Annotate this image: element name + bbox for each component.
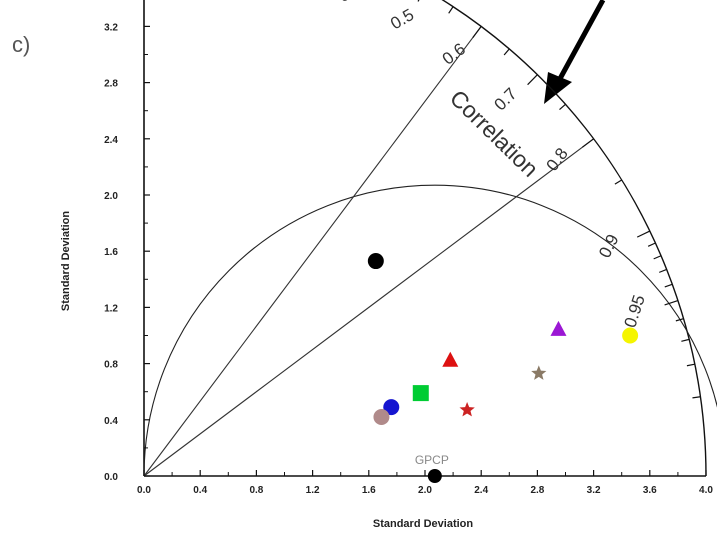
correlation-line	[143, 26, 482, 477]
x-tick-label: 1.6	[362, 485, 376, 496]
x-tick-label: 2.4	[474, 485, 488, 496]
x-tick-label: 3.2	[587, 485, 601, 496]
data-point-circle	[367, 253, 384, 270]
y-tick-label: 2.0	[104, 191, 118, 202]
y-tick-label: 1.2	[104, 303, 118, 314]
data-point-triangle	[550, 320, 567, 336]
y-tick-label: 0.4	[104, 416, 118, 427]
correlation-tick	[559, 103, 566, 111]
correlation-tick	[527, 74, 538, 86]
correlation-tick	[664, 299, 679, 306]
correlation-tick	[582, 138, 594, 148]
data-point-circle	[622, 327, 639, 344]
correlation-label: 0.5	[387, 5, 417, 33]
arrow-shaft	[553, 0, 606, 88]
data-point-square	[412, 385, 429, 402]
data-points	[367, 253, 639, 483]
x-tick-label: 0.0	[137, 485, 151, 496]
x-axis-title: Standard Deviation	[373, 518, 474, 530]
correlation-tick	[503, 48, 510, 56]
data-point-triangle	[442, 351, 459, 367]
y-tick-label: 0.8	[104, 360, 118, 371]
correlation-tick	[653, 255, 662, 260]
y-tick-label: 2.4	[104, 135, 118, 146]
correlation-tick	[614, 179, 623, 185]
y-tick-label: 1.6	[104, 247, 118, 258]
correlation-label: 0.4	[336, 0, 365, 6]
x-tick-label: 0.8	[249, 485, 263, 496]
data-point-star	[531, 365, 547, 380]
correlation-tick	[658, 268, 667, 273]
annotation-arrow	[544, 0, 606, 104]
correlation-tick	[647, 242, 656, 247]
y-tick-label: 2.8	[104, 79, 118, 90]
reference-point	[427, 469, 442, 483]
correlation-label: 0.7	[490, 84, 520, 114]
panel-label: c)	[12, 32, 30, 57]
x-tick-label: 0.4	[193, 485, 207, 496]
y-axis-title: Standard Deviation	[60, 211, 72, 312]
y-tick-label: 3.2	[104, 22, 118, 33]
correlation-tick	[472, 26, 482, 38]
correlation-tick	[692, 396, 701, 399]
arrow-head	[544, 72, 572, 104]
correlation-tick	[681, 338, 690, 342]
correlation-tick	[636, 230, 651, 238]
x-tick-label: 4.0	[699, 485, 713, 496]
reference-arc	[143, 184, 717, 477]
x-tick-label: 1.2	[306, 485, 320, 496]
correlation-tick	[664, 283, 673, 288]
axis-ticks	[143, 0, 707, 477]
correlation-tick	[686, 363, 695, 367]
outer-arc	[441, 0, 707, 477]
correlation-label: 0.8	[543, 144, 572, 174]
correlation-tick	[675, 318, 684, 322]
y-tick-label: 0.0	[104, 472, 118, 483]
tick-labels: 0.0 0.0 0.4 0.4 0.8 0.8 1.2 1.2 1.6 1.6 2.0 2.0 2.4 2…	[104, 0, 713, 496]
correlation-label: 0.95	[620, 293, 648, 330]
data-point-star	[459, 402, 475, 417]
correlation-label: 0.6	[439, 39, 469, 68]
reference-label: GPCP	[415, 453, 449, 467]
data-point-circle	[373, 408, 390, 425]
data-point-circle	[383, 399, 400, 416]
x-tick-label: 3.6	[643, 485, 657, 496]
correlation-tick	[417, 0, 420, 2]
correlation-tick	[448, 6, 454, 14]
x-tick-label: 2.0	[418, 485, 432, 496]
grid	[143, 0, 717, 477]
correlation-line	[143, 138, 594, 477]
x-tick-label: 2.8	[530, 485, 544, 496]
